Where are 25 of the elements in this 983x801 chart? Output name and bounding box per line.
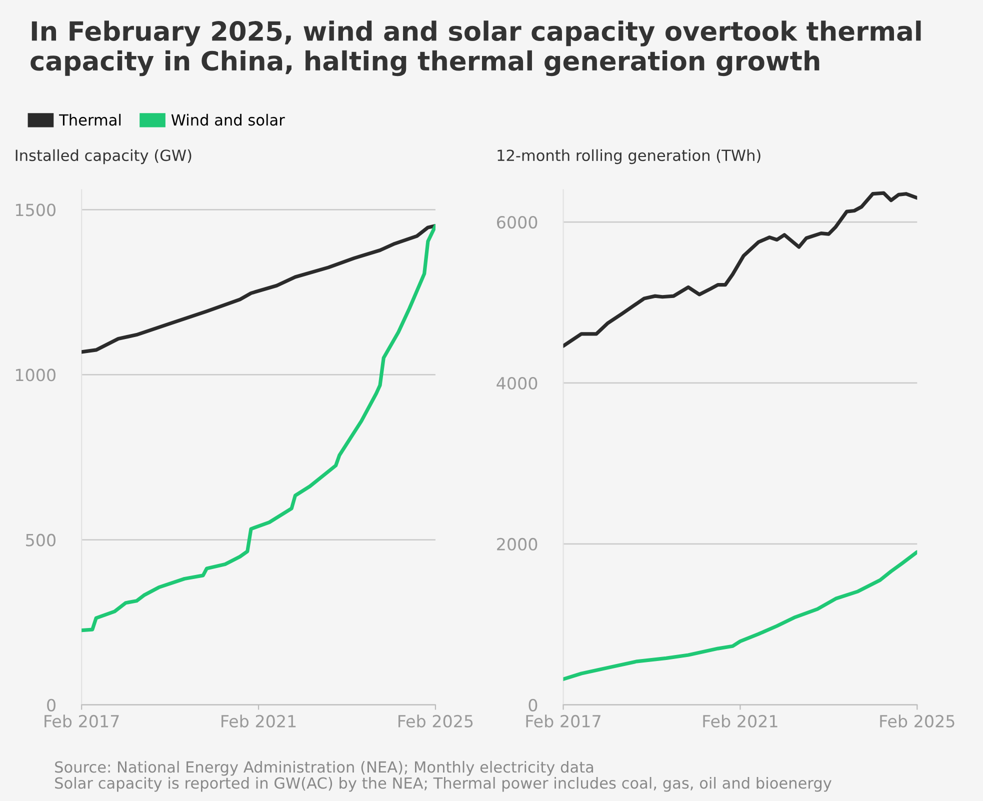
y-tick-label: 0 — [528, 698, 538, 712]
x-tick-label: Feb 2021 — [703, 714, 778, 728]
x-tick-label: Feb 2025 — [398, 714, 473, 728]
x-tick-label: Feb 2017 — [44, 714, 119, 728]
line-series — [563, 191, 918, 348]
legend-label: Thermal — [59, 114, 121, 126]
x-tick-label: Feb 2025 — [880, 714, 954, 728]
y-tick-label: 1000 — [16, 368, 56, 382]
line-series — [82, 224, 436, 632]
text: Solar capacity is reported in GW(AC) by the NEA; Thermal power includes coal, gas, oil and bioenergy — [55, 776, 832, 792]
line-series — [563, 550, 918, 681]
y-tick-label: 2000 — [497, 538, 538, 550]
source-note: Source: National Energy Administration (NEA); Monthly electricity data — [55, 760, 594, 776]
legend-label: Wind and solar — [171, 114, 285, 126]
x-tick-label: Feb 2021 — [222, 714, 296, 728]
y-axis-title: 12-month rolling generation (TWh) — [498, 149, 760, 164]
chart-title: In February 2025, wind and solar capacity overtook thermal capacity in China, halting thermal generation growth — [30, 20, 921, 76]
y-tick-label: 6000 — [497, 216, 538, 229]
y-axis-title: Installed capacity (GW) — [16, 149, 192, 164]
y-tick-label: 500 — [26, 534, 56, 546]
y-tick-label: 4000 — [496, 376, 538, 390]
x-tick-label: Feb 2017 — [526, 714, 600, 728]
y-tick-label: 1500 — [16, 204, 56, 216]
line-series — [82, 224, 436, 354]
y-tick-label: 0 — [47, 698, 56, 712]
